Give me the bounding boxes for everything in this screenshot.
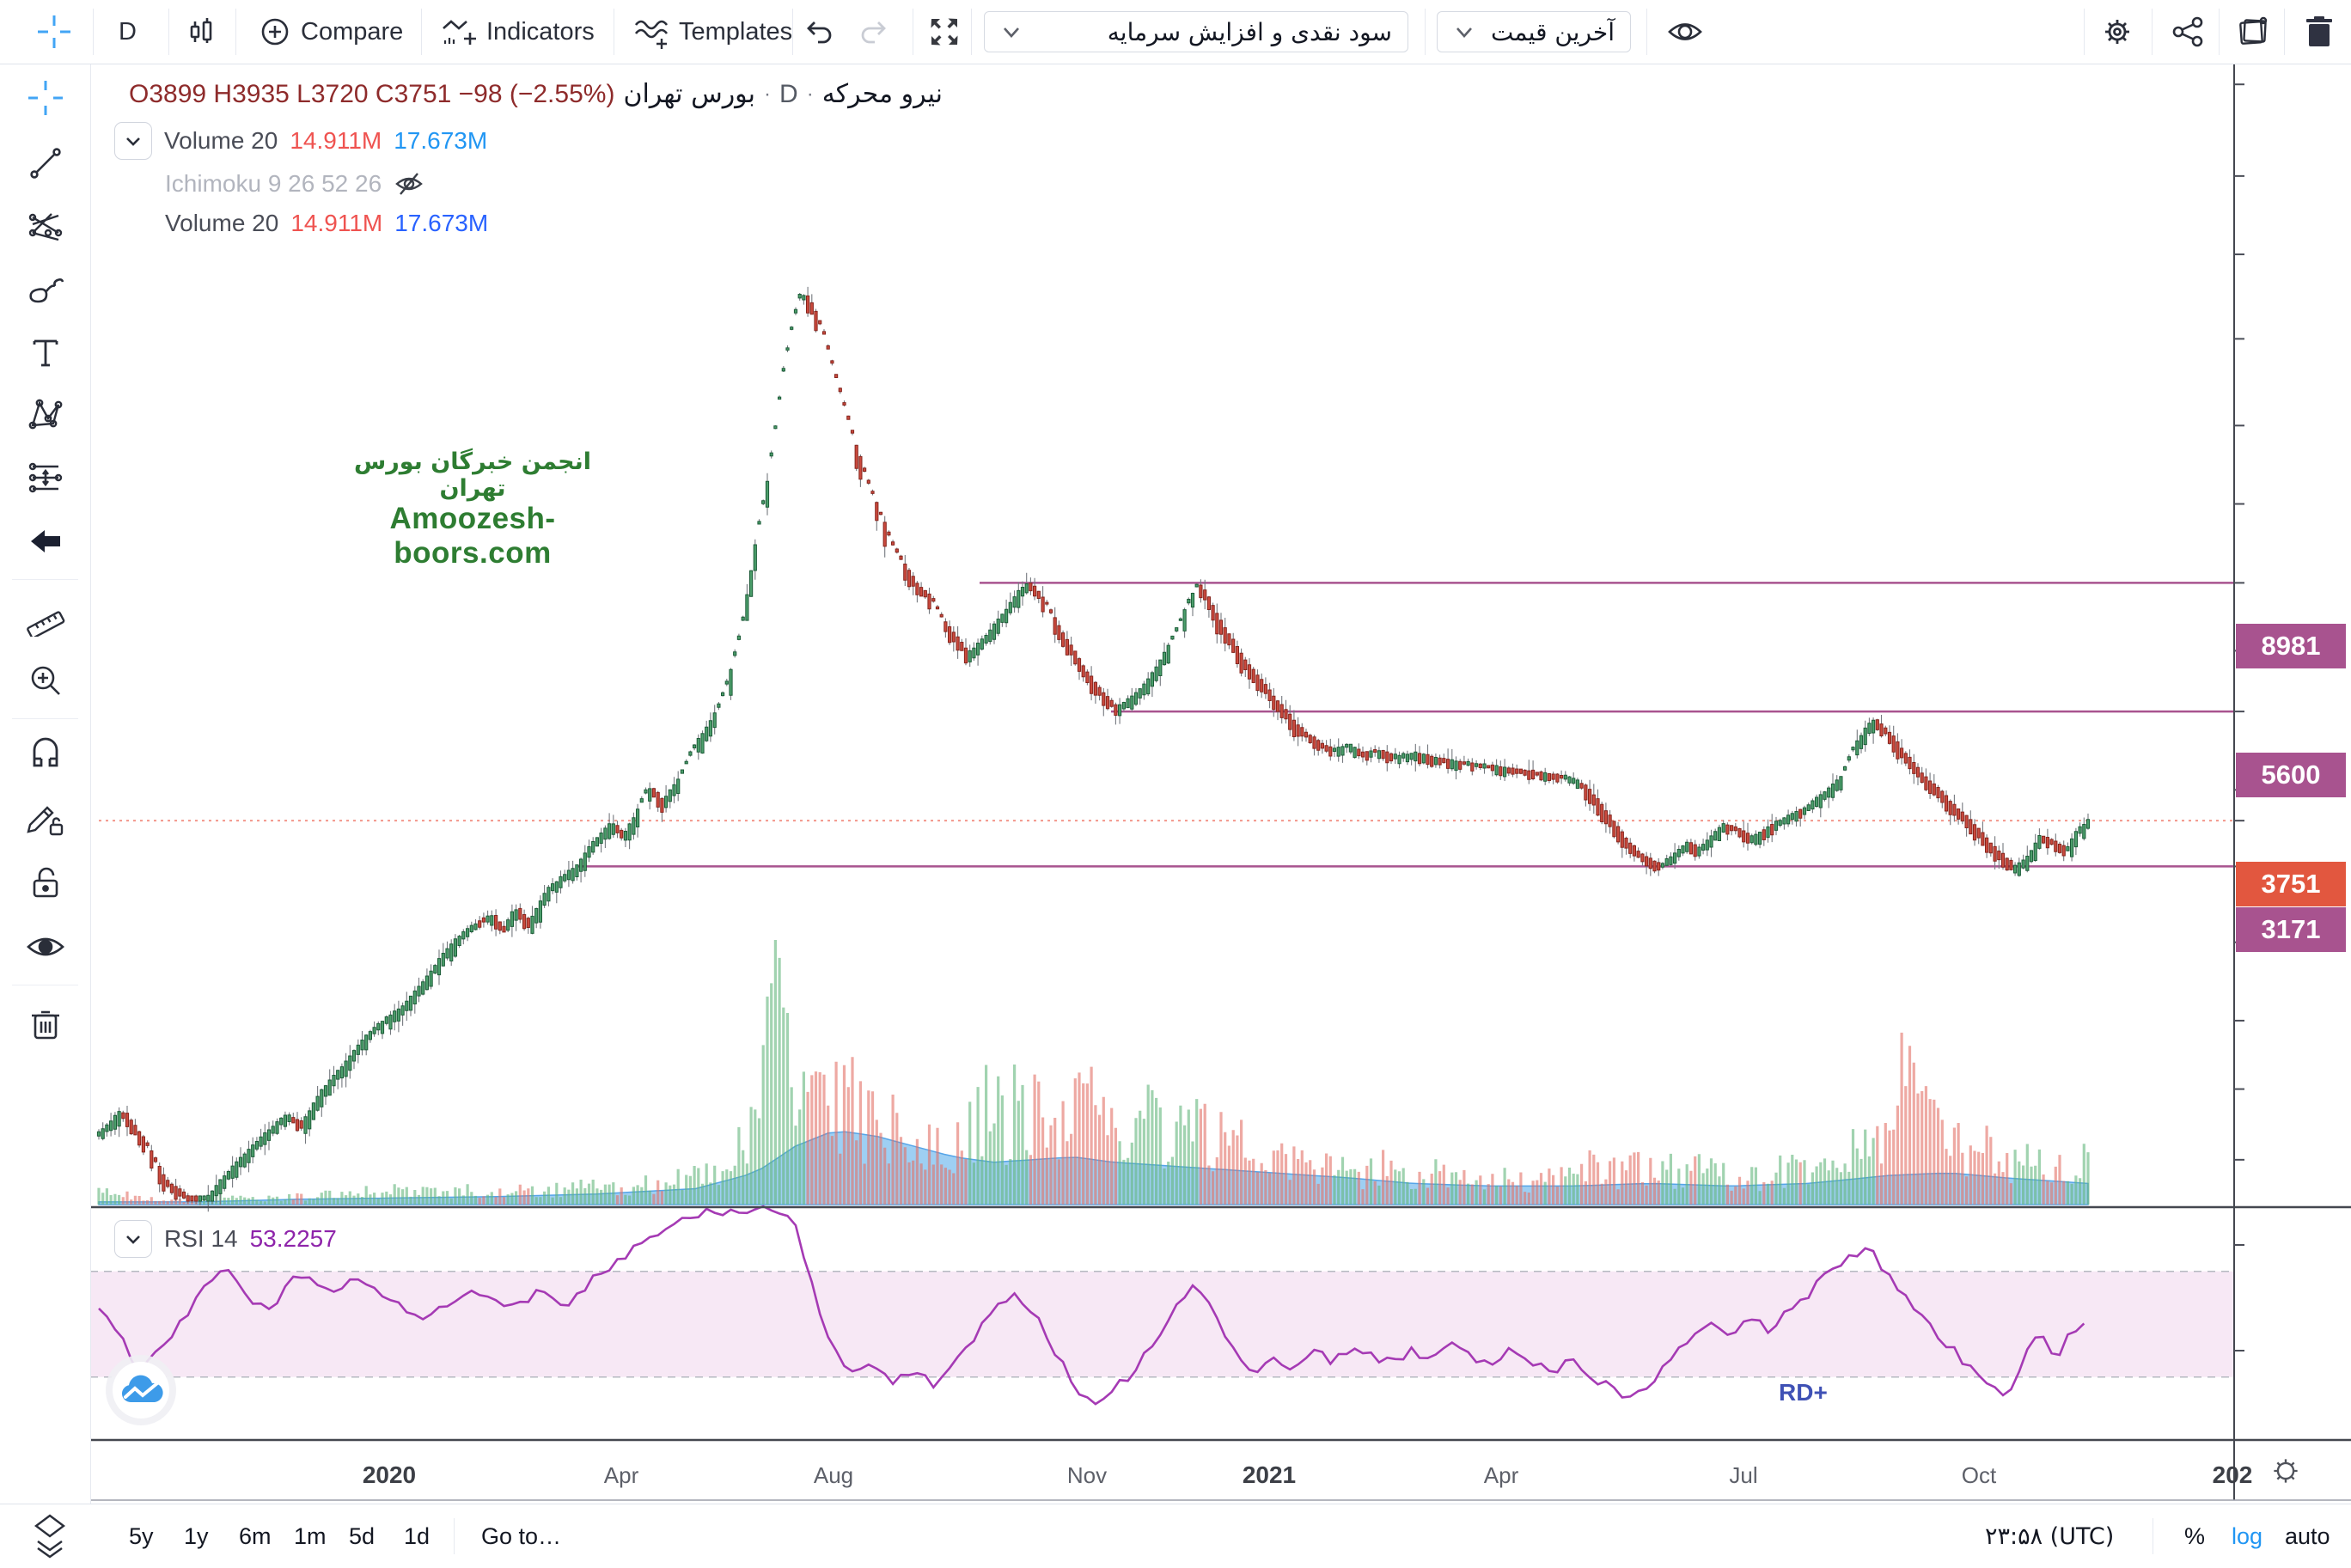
magnet-icon[interactable] (18, 729, 73, 784)
arrow-tool-icon[interactable] (18, 514, 73, 569)
eye-off-icon[interactable] (394, 168, 424, 199)
collapse-legend-button[interactable] (114, 122, 152, 160)
time-axis-label: Apr (1484, 1462, 1519, 1488)
interval-button[interactable]: D (119, 17, 137, 46)
settings-gear-button[interactable] (2098, 0, 2136, 64)
symbol-legend[interactable]: نیرو محرکه · D · بورس تهران O3899 H3935 … (129, 79, 943, 109)
crosshair-icon[interactable] (34, 0, 74, 64)
bottom-toolbar: 5y 1y 6m 1m 5d 1d Go to… ۲۳:۵۸ (UTC) % log au… (0, 1504, 2351, 1568)
drawing-toolbar (0, 64, 91, 1504)
goto-button[interactable]: Go to… (481, 1522, 562, 1549)
collapse-rsi-button[interactable] (114, 1220, 152, 1258)
brush-tool-icon[interactable] (18, 261, 73, 316)
xabcd-pattern-tool-icon[interactable] (18, 387, 73, 442)
site-logo-badge (113, 1362, 169, 1419)
time-axis-label: 2020 (363, 1461, 416, 1488)
interval-label: D (779, 79, 798, 108)
rsi-divergence-note: RD+ (1779, 1379, 1828, 1406)
templates-button[interactable]: Templates (632, 0, 792, 64)
volume-legend-2: Volume 20 14.911M 17.673M (165, 210, 489, 236)
snapshot-notes-button[interactable] (2234, 0, 2274, 64)
redo-button[interactable] (858, 0, 892, 64)
crosshair-tool-icon[interactable] (18, 70, 73, 125)
level-price-badge: 8981 (2236, 624, 2346, 669)
projection-tool-icon[interactable] (18, 450, 73, 505)
fullscreen-button[interactable] (926, 0, 962, 64)
adjustments-dropdown[interactable]: سود نقدی و افزایش سرمایه (984, 11, 1408, 52)
text-tool-icon[interactable] (18, 325, 73, 380)
lock-drawings-icon[interactable] (18, 792, 73, 847)
price-mode-dropdown[interactable]: آخرین قیمت (1437, 11, 1631, 52)
ichimoku-legend: Ichimoku 9 26 52 26 (165, 168, 424, 199)
rsi-legend: RSI 14 53.2257 (114, 1220, 337, 1258)
share-button[interactable] (2169, 0, 2207, 64)
object-tree-icon[interactable] (31, 1504, 69, 1568)
indicators-button[interactable]: Indicators (440, 0, 595, 64)
time-axis-label: 2021 (1243, 1461, 1296, 1488)
rsi-band (90, 1271, 2234, 1377)
symbol-name: نیرو محرکه (821, 79, 943, 109)
unlock-icon[interactable] (18, 856, 73, 911)
level-price-badge: 3171 (2236, 907, 2346, 953)
trash-icon[interactable] (18, 997, 73, 1052)
chart-type-button[interactable] (184, 0, 218, 64)
chevron-down-icon (1456, 27, 1472, 38)
horizontal-levels[interactable] (99, 582, 2234, 868)
down-candles (121, 295, 2066, 1202)
range-button-5d[interactable]: 5d (349, 1522, 376, 1549)
range-button-1y[interactable]: 1y (184, 1522, 209, 1549)
hide-drawings-eye-button[interactable] (1665, 0, 1705, 64)
percent-scale-button[interactable]: % (2184, 1522, 2206, 1549)
range-button-1d[interactable]: 1d (404, 1522, 431, 1549)
time-axis-label: Aug (814, 1462, 853, 1488)
trend-line-tool-icon[interactable] (18, 136, 73, 191)
watermark: انجمن خبرگان بورس تهران Amoozesh-boors.c… (353, 448, 592, 570)
range-button-1m[interactable]: 1m (294, 1522, 327, 1549)
axis-settings-gear-icon[interactable] (2269, 1454, 2303, 1488)
compare-button[interactable]: Compare (258, 0, 403, 64)
measure-ruler-icon[interactable] (18, 589, 73, 644)
volume-ma-area (98, 1131, 2089, 1205)
time-axis-label: 202 (2213, 1461, 2253, 1488)
rsi-pane (90, 1205, 2234, 1406)
time-axis-label: Oct (1962, 1462, 1997, 1488)
top-toolbar: D Compare Indicators Templates (0, 0, 2351, 64)
cloud-chart-logo-icon (121, 1375, 163, 1402)
exchange-label: بورس تهران (623, 79, 756, 109)
price-axis[interactable]: 5600040000300002200016000120007000420024… (2234, 64, 2351, 1440)
remove-all-trash-button[interactable] (2301, 0, 2337, 64)
range-button-5y[interactable]: 5y (129, 1522, 154, 1549)
level-price-badge: 5600 (2236, 753, 2346, 798)
gann-fib-tools-icon[interactable] (18, 199, 73, 254)
time-axis-label: Nov (1067, 1462, 1107, 1488)
undo-button[interactable] (801, 0, 835, 64)
axes: 2020 Apr Aug Nov 2021 Apr Jul Oct 202 (0, 64, 2351, 1501)
rsi-line (98, 1205, 2085, 1406)
volume-legend: Volume 20 14.911M 17.673M (114, 122, 487, 160)
up-candles (96, 294, 2091, 1202)
ohlc-values: O3899 H3935 L3720 C3751 −98 (−2.55%) (129, 79, 615, 108)
time-axis-label: Apr (604, 1462, 639, 1488)
time-axis-label: Jul (1729, 1462, 1757, 1488)
candle-wicks (98, 286, 2089, 1212)
hide-all-eye-icon[interactable] (18, 919, 73, 974)
chevron-down-icon (1004, 27, 1019, 38)
clock: ۲۳:۵۸ (UTC) (1985, 1522, 2115, 1550)
range-button-6m[interactable]: 6m (239, 1522, 272, 1549)
log-scale-button[interactable]: log (2232, 1522, 2263, 1549)
zoom-in-icon[interactable] (18, 653, 73, 708)
last-price-badge: 3751 (2236, 862, 2346, 907)
auto-scale-button[interactable]: auto (2285, 1522, 2330, 1549)
